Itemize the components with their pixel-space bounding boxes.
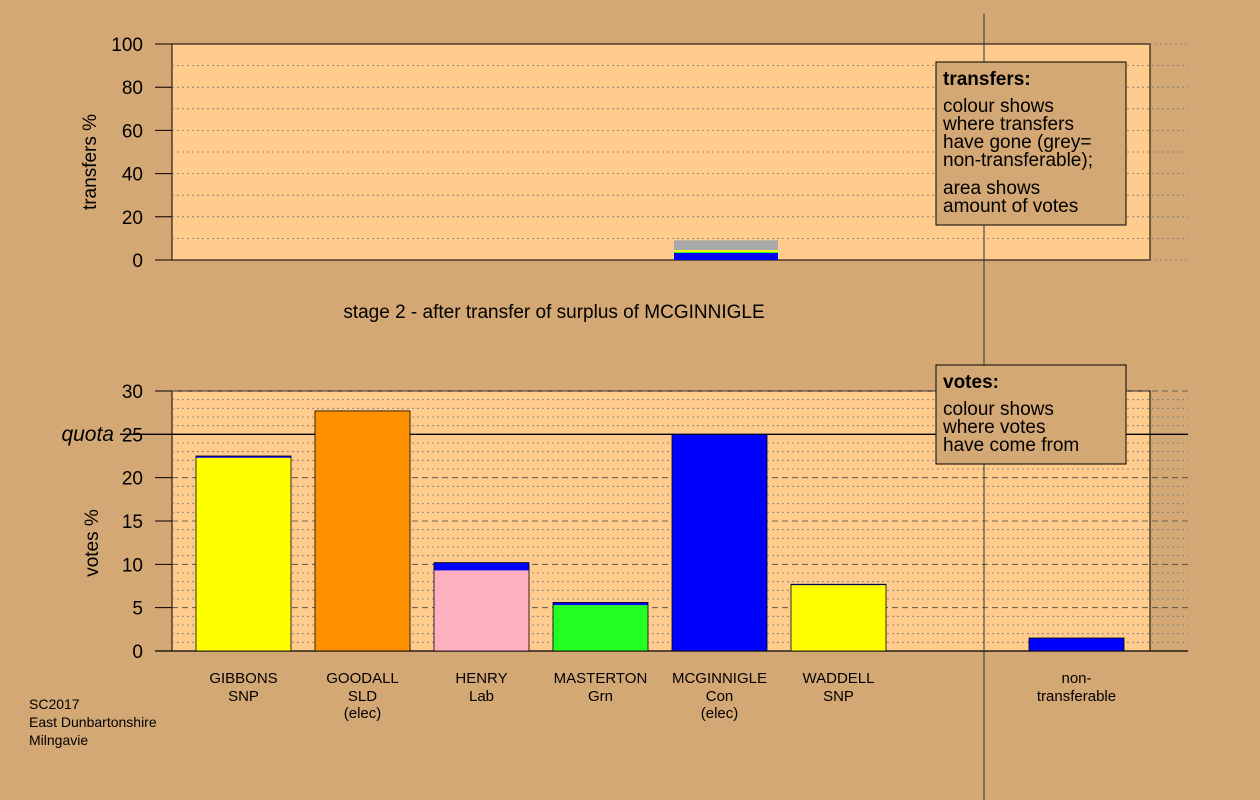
candidate-name: HENRY — [455, 670, 507, 687]
votes-legend-line: where votes — [942, 417, 1045, 438]
y-tick-label: 40 — [122, 165, 143, 186]
transfers-legend-line: colour shows — [943, 96, 1054, 117]
transfers-legend-box — [935, 61, 1127, 226]
y-tick-label: 20 — [122, 469, 143, 490]
candidate-bar-segment — [553, 602, 648, 606]
candidate-elected: (elec) — [701, 705, 739, 722]
candidate-party: Grn — [588, 688, 613, 705]
candidate-bar-segment — [196, 456, 291, 458]
votes-legend: votes: colour shows where votes have com… — [935, 364, 1127, 465]
y-tick-label: 100 — [111, 35, 143, 56]
candidate-labels: GIBBONSSNPGOODALLSLD(elec)HENRYLabMASTER… — [209, 670, 1116, 722]
candidate-bar-segment — [196, 457, 291, 651]
candidate-party: SLD — [348, 688, 377, 705]
transfers-y-ticks: 0 20 40 60 80 100 — [111, 35, 172, 272]
transfer-segment — [674, 252, 778, 260]
transfers-y-axis-label: transfers % — [80, 114, 101, 210]
candidate-bar-outline — [790, 583, 887, 652]
votes-legend-box — [935, 364, 1127, 465]
candidate-name: MASTERTON — [554, 670, 648, 687]
y-tick-label: 5 — [132, 599, 143, 620]
transfers-legend: transfers: colour shows where transfers … — [935, 61, 1127, 226]
y-tick-label: 0 — [132, 251, 143, 272]
y-tick-label: 0 — [132, 642, 143, 663]
candidate-bar-segment — [434, 562, 529, 571]
votes-legend-title: votes: — [943, 372, 999, 393]
stage-title: stage 2 - after transfer of surplus of M… — [343, 302, 764, 323]
candidate-elected: (elec) — [344, 705, 382, 722]
candidate-bar-segment — [553, 605, 648, 651]
votes-legend-line: colour shows — [943, 399, 1054, 420]
votes-legend-line: have come from — [943, 435, 1079, 456]
nontransferable-label: non- — [1061, 670, 1091, 687]
candidate-bar-outline — [195, 455, 292, 652]
candidate-bar-outline — [552, 602, 649, 652]
candidate-bar-segment — [434, 570, 529, 651]
candidate-party: Lab — [469, 688, 494, 705]
nontransferable-bar-segment — [1029, 638, 1124, 651]
nontransferable-bar-outline — [1028, 637, 1125, 652]
footer-line: SC2017 — [29, 696, 80, 712]
transfers-legend-line: amount of votes — [943, 196, 1078, 217]
votes-bars — [195, 410, 1125, 652]
candidate-name: WADDELL — [803, 670, 875, 687]
transfers-legend-line: area shows — [943, 178, 1040, 199]
transfer-segment — [674, 240, 778, 251]
candidate-bar-segment — [791, 585, 886, 651]
transfer-segment — [674, 251, 778, 253]
candidate-bar-outline — [433, 562, 530, 652]
candidate-party: SNP — [823, 688, 854, 705]
y-tick-label: 15 — [122, 512, 143, 533]
candidate-name: GOODALL — [326, 670, 399, 687]
y-tick-label: 60 — [122, 121, 143, 142]
y-tick-label: 25 — [122, 425, 143, 446]
candidate-party: SNP — [228, 688, 259, 705]
y-tick-label: 30 — [122, 382, 143, 403]
candidate-bar-segment — [791, 584, 886, 586]
y-tick-label: 20 — [122, 208, 143, 229]
footer-line: East Dunbartonshire — [29, 714, 157, 730]
transfers-bars — [674, 240, 778, 260]
votes-y-ticks: 0 5 10 15 20 25 30 — [122, 382, 172, 663]
candidate-bar-outline — [314, 410, 411, 652]
candidate-bar-segment — [315, 410, 410, 651]
transfers-legend-line: non-transferable); — [943, 150, 1093, 171]
y-tick-label: 80 — [122, 78, 143, 99]
transfer-segment — [674, 250, 778, 252]
transfers-legend-title: transfers: — [943, 69, 1031, 90]
candidate-bar-outline — [671, 433, 768, 652]
quota-label: quota — [61, 423, 114, 446]
transfers-legend-line: where transfers — [942, 114, 1074, 135]
candidate-party: Con — [706, 688, 734, 705]
candidate-name: GIBBONS — [209, 670, 277, 687]
votes-y-axis-label: votes % — [82, 509, 103, 577]
candidate-name: MCGINNIGLE — [672, 670, 767, 687]
candidate-bar-segment — [672, 434, 767, 651]
y-tick-label: 10 — [122, 555, 143, 576]
nontransferable-label: transferable — [1037, 688, 1116, 705]
footer-line: Milngavie — [29, 732, 88, 748]
transfers-legend-line: have gone (grey= — [943, 132, 1091, 153]
